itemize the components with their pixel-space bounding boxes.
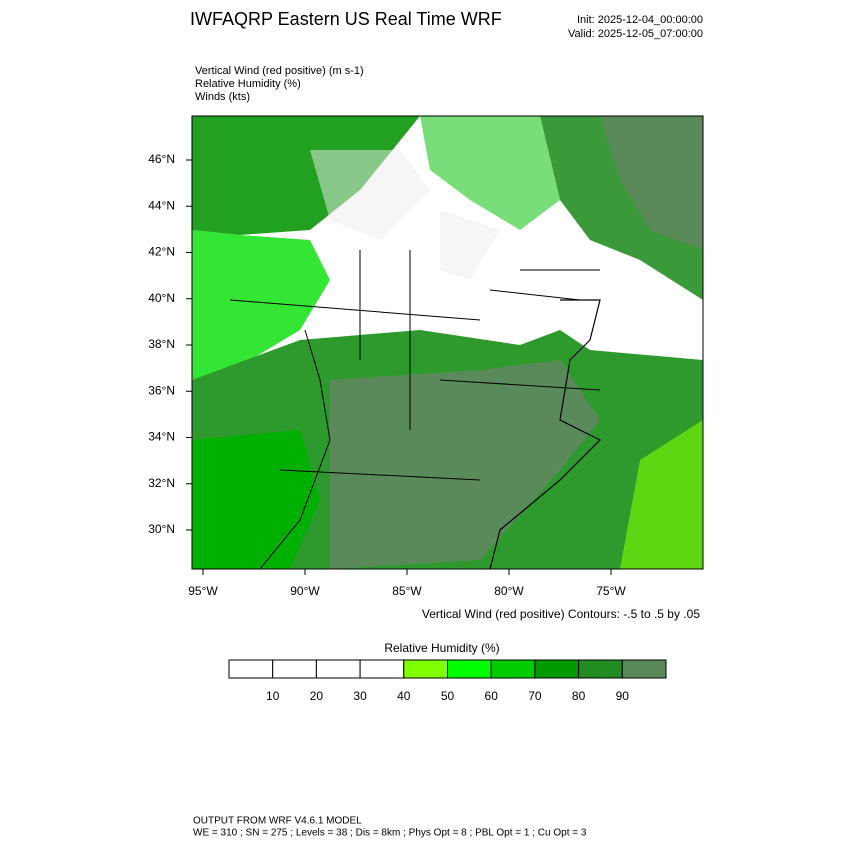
lon-label: 75°W bbox=[596, 584, 626, 598]
field-label: Relative Humidity (%) bbox=[195, 78, 301, 90]
lat-label: 46°N bbox=[148, 152, 175, 166]
lat-label: 38°N bbox=[148, 337, 175, 351]
lon-label: 90°W bbox=[290, 584, 320, 598]
rh-area bbox=[330, 360, 600, 569]
lat-label: 34°N bbox=[148, 430, 175, 444]
lake bbox=[310, 150, 500, 280]
rh-area bbox=[420, 116, 560, 230]
map-frame bbox=[191, 115, 704, 570]
colorbar-label: 10 bbox=[266, 689, 280, 703]
lon-label: 80°W bbox=[494, 584, 524, 598]
state-border bbox=[229, 250, 601, 569]
field-label: Winds (kts) bbox=[195, 91, 250, 103]
lon-label: 95°W bbox=[188, 584, 218, 598]
colorbar-box bbox=[359, 659, 405, 679]
rh-area bbox=[192, 230, 330, 380]
colorbar-label: 90 bbox=[616, 689, 630, 703]
colorbar-box bbox=[578, 659, 623, 679]
rh-area bbox=[600, 116, 703, 250]
colorbar-box bbox=[490, 659, 536, 679]
colorbar-box bbox=[621, 659, 667, 679]
lat-label: 30°N bbox=[148, 522, 175, 536]
colorbar-title: Relative Humidity (%) bbox=[384, 641, 499, 655]
lat-labels: 46°N 44°N 42°N 40°N 38°N 36°N 34°N 32°N 30°N bbox=[148, 152, 192, 536]
map bbox=[191, 115, 704, 570]
lat-label: 40°N bbox=[148, 291, 175, 305]
lat-label: 32°N bbox=[148, 476, 175, 490]
colorbar-label: 40 bbox=[397, 689, 411, 703]
footer-line: WE = 310 ; SN = 275 ; Levels = 38 ; Dis … bbox=[193, 828, 587, 839]
colorbar-box bbox=[403, 659, 448, 679]
lat-label: 44°N bbox=[148, 198, 175, 212]
lat-label: 42°N bbox=[148, 245, 175, 259]
coastline bbox=[489, 299, 602, 569]
lat-label: 36°N bbox=[148, 383, 175, 397]
colorbar-box bbox=[534, 659, 580, 679]
init-time: Init: 2025-12-04_00:00:00 bbox=[577, 14, 703, 26]
rh-area bbox=[192, 116, 420, 235]
colorbar-label: 80 bbox=[572, 689, 586, 703]
colorbar: 10 20 30 40 50 60 70 80 90 bbox=[228, 659, 667, 703]
colorbar-box bbox=[315, 659, 361, 679]
lon-label: 85°W bbox=[392, 584, 422, 598]
footer-line: OUTPUT FROM WRF V4.6.1 MODEL bbox=[193, 816, 362, 827]
title: IWFAQRP Eastern US Real Time WRF bbox=[190, 9, 502, 29]
colorbar-label: 60 bbox=[485, 689, 499, 703]
colorbar-box bbox=[228, 659, 274, 679]
colorbar-label: 20 bbox=[310, 689, 324, 703]
colorbar-label: 30 bbox=[353, 689, 367, 703]
colorbar-label: 70 bbox=[528, 689, 542, 703]
valid-time: Valid: 2025-12-05_07:00:00 bbox=[568, 28, 703, 40]
lon-labels: 95°W 90°W 85°W 80°W 75°W bbox=[188, 569, 626, 598]
colorbar-box bbox=[447, 659, 492, 679]
map-caption: Vertical Wind (red positive) Contours: -… bbox=[422, 607, 700, 621]
colorbar-box bbox=[272, 659, 317, 679]
rh-area bbox=[620, 420, 703, 569]
field-label: Vertical Wind (red positive) (m s-1) bbox=[195, 65, 364, 77]
colorbar-label: 50 bbox=[441, 689, 455, 703]
